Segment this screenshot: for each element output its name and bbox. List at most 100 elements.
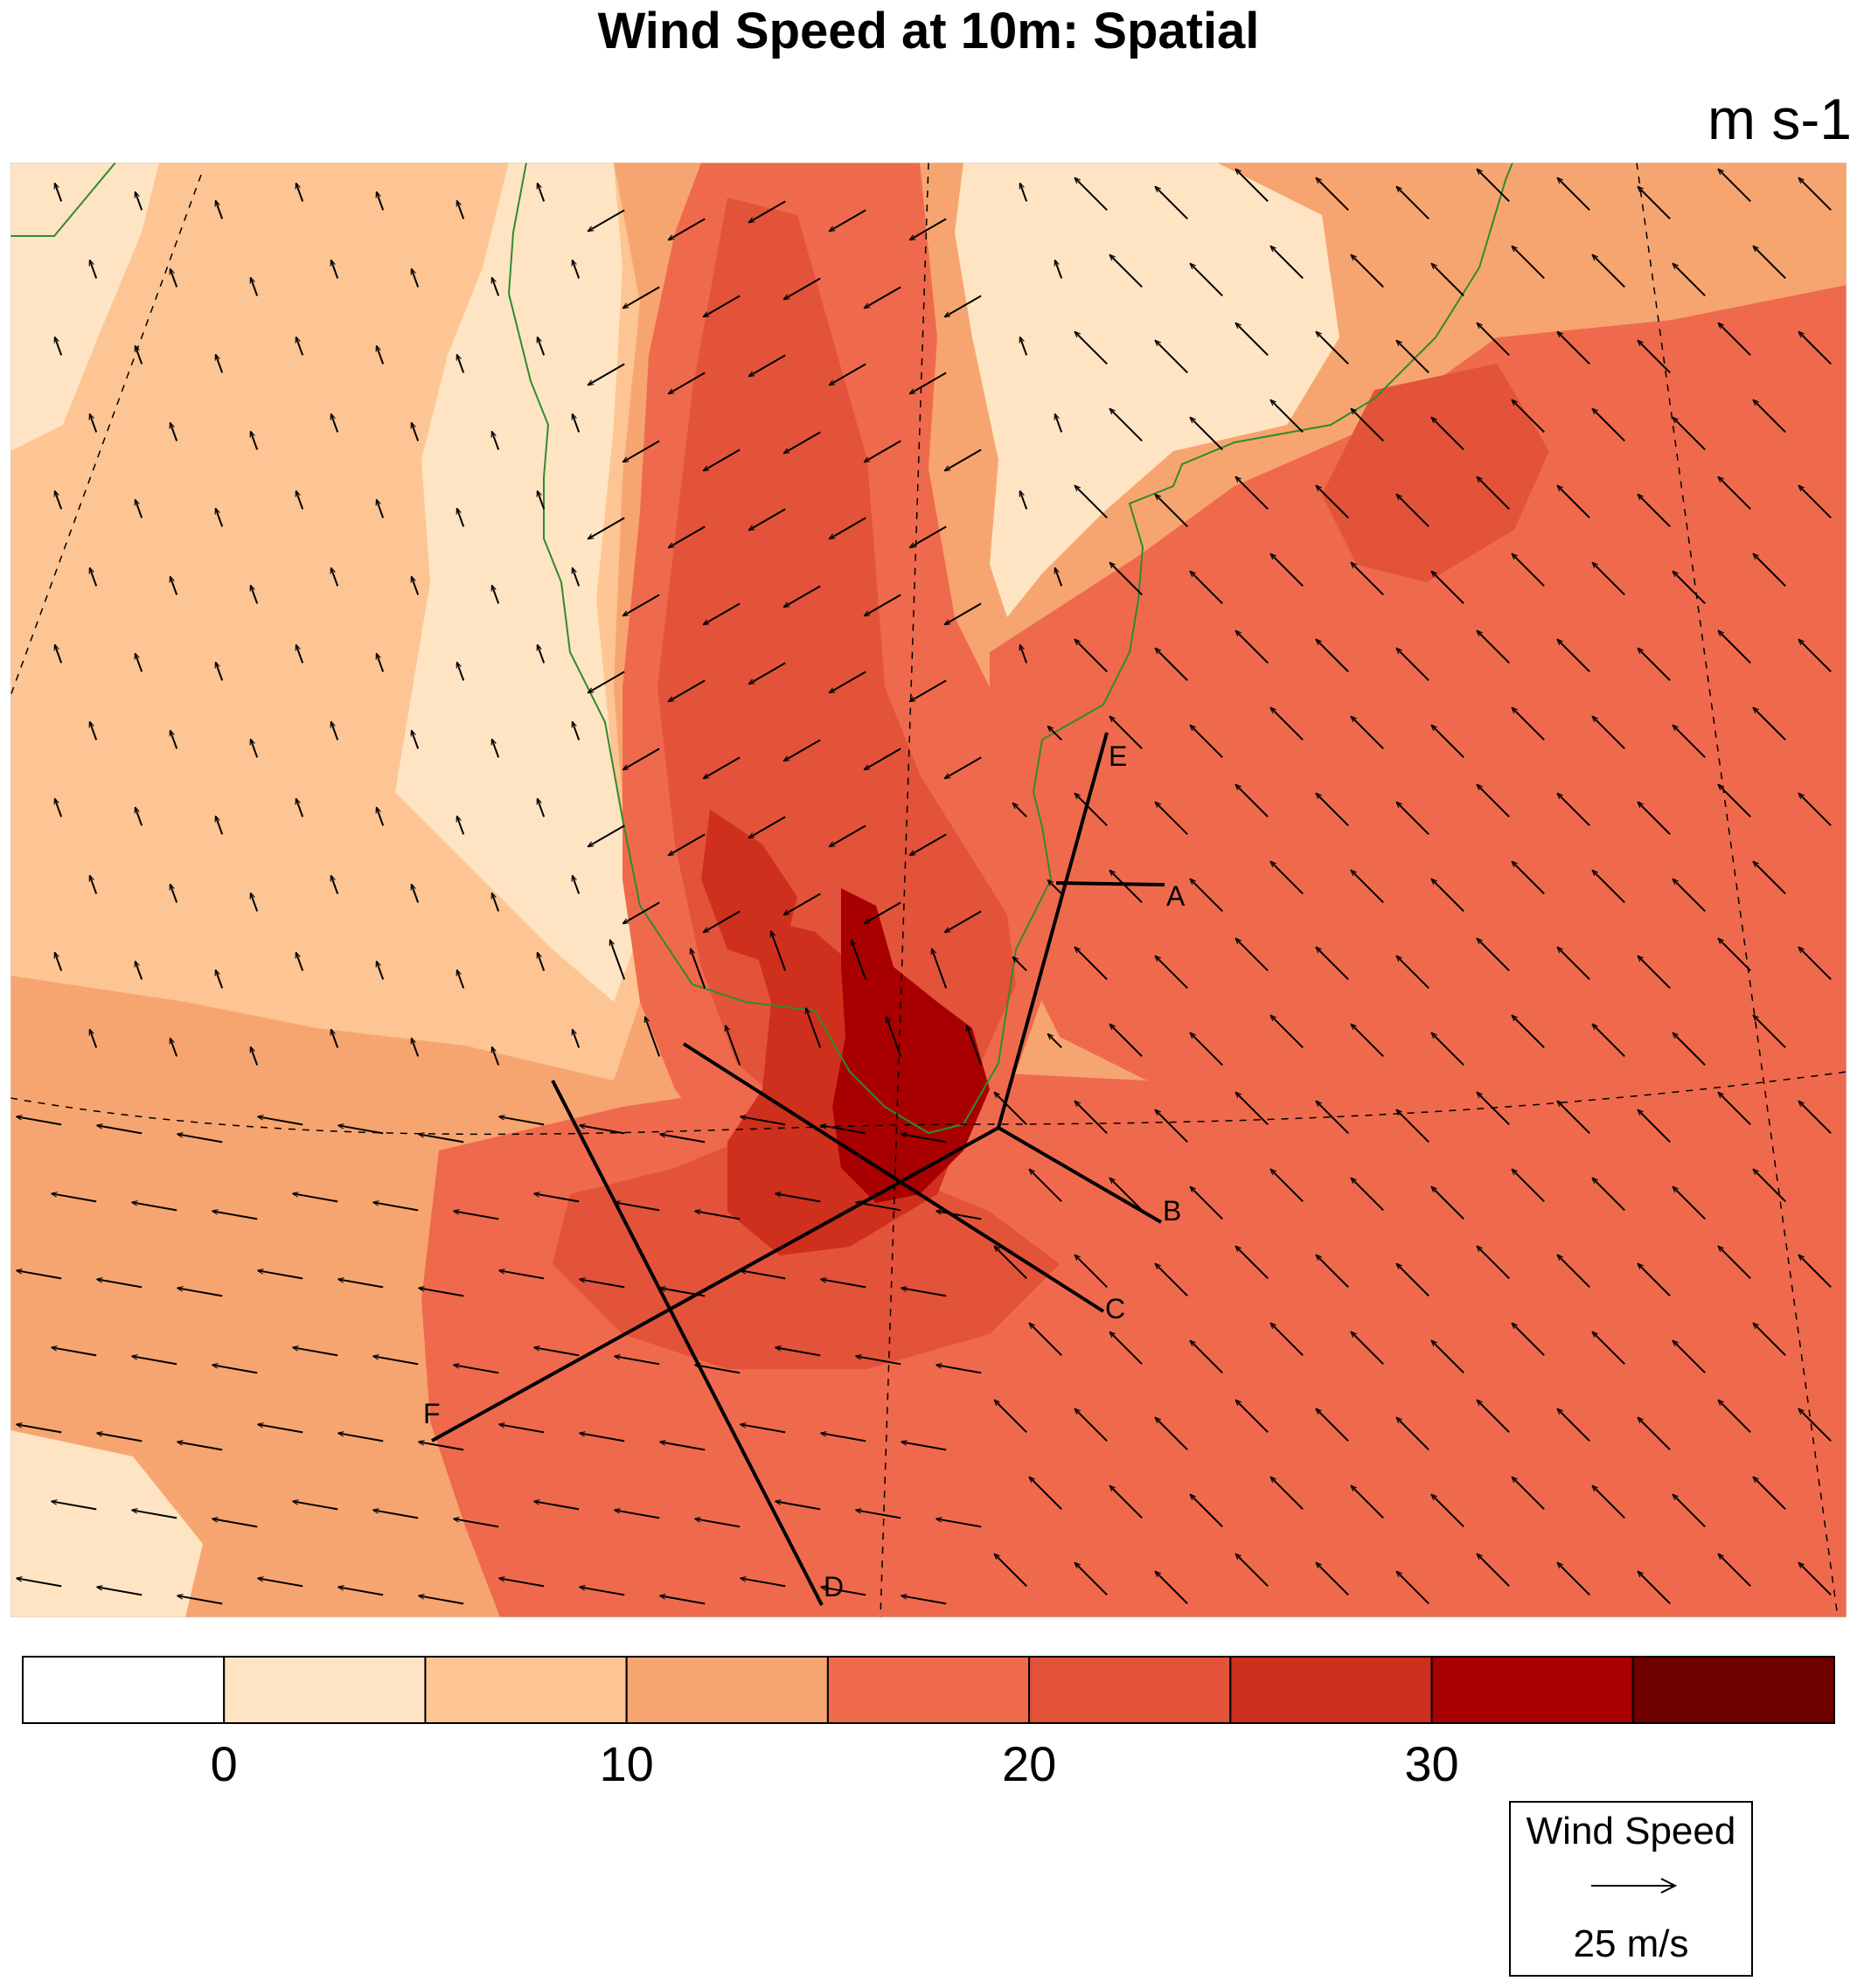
colorbar-box xyxy=(22,1656,226,1724)
wind-vector xyxy=(1155,803,1188,836)
wind-vector xyxy=(1235,785,1269,818)
shade-0-5-northeast xyxy=(955,163,1339,617)
wind-vector xyxy=(994,1247,1027,1280)
colorbar-tick-label: 10 xyxy=(599,1736,654,1791)
wind-vector xyxy=(1753,400,1786,434)
wind-vector xyxy=(1477,785,1510,818)
wind-vector xyxy=(1235,939,1269,972)
wind-vector xyxy=(1351,1486,1384,1519)
wind-vector xyxy=(534,1501,580,1511)
wind-vector xyxy=(1557,1102,1590,1135)
wind-vector xyxy=(1753,1170,1786,1203)
colorbar-tick-label: 20 xyxy=(1001,1736,1057,1791)
wind-vector xyxy=(865,594,901,615)
wind-vector xyxy=(784,739,821,761)
wind-vector xyxy=(216,509,224,527)
wind-vector xyxy=(293,1347,338,1357)
legend-title: Wind Speed xyxy=(1526,1810,1736,1852)
wind-vector xyxy=(90,876,98,894)
wind-vector xyxy=(1190,1341,1223,1374)
wind-vector xyxy=(1753,708,1786,741)
wind-vector xyxy=(910,218,947,240)
wind-vector xyxy=(1673,1033,1706,1067)
wind-vector xyxy=(17,1270,62,1280)
wind-vector xyxy=(741,1270,786,1280)
wind-vector xyxy=(331,568,339,587)
wind-vector xyxy=(1235,1554,1269,1588)
wind-vector xyxy=(704,602,741,624)
colorbar-tick-label: 30 xyxy=(1404,1736,1459,1791)
wind-vector xyxy=(1109,1332,1143,1366)
wind-vector xyxy=(623,747,660,769)
wind-vector xyxy=(1638,187,1671,220)
wind-vector xyxy=(377,192,385,211)
wind-vector xyxy=(1235,1093,1269,1126)
wind-vector xyxy=(1431,1495,1464,1528)
wind-vector xyxy=(534,1193,580,1203)
wind-vector xyxy=(296,337,304,356)
wind-vector xyxy=(492,740,500,758)
transect-label-f: F xyxy=(423,1398,441,1429)
wind-vector xyxy=(419,1288,464,1297)
wind-vector xyxy=(1512,1477,1545,1511)
wind-vector xyxy=(1431,418,1464,451)
wind-vector xyxy=(1316,640,1349,673)
wind-vector xyxy=(1753,1016,1786,1049)
wind-vector xyxy=(1029,1477,1062,1511)
wind-vector xyxy=(1190,418,1223,451)
wind-vector xyxy=(1718,939,1751,972)
wind-vector xyxy=(936,1365,982,1374)
wind-vector xyxy=(945,602,982,624)
wind-vector xyxy=(1753,1324,1786,1357)
wind-vector xyxy=(932,949,948,989)
wind-vectors xyxy=(17,170,1832,1605)
wind-vector xyxy=(1798,1255,1832,1289)
wind-vector xyxy=(251,1047,259,1066)
wind-vector xyxy=(865,747,901,769)
wind-vector xyxy=(1020,184,1028,202)
wind-vector xyxy=(1592,871,1625,904)
shade-0-5-inland xyxy=(395,163,640,1002)
wind-vector xyxy=(1270,862,1304,895)
wind-vector xyxy=(1592,1178,1625,1212)
wind-vector xyxy=(1351,1025,1384,1058)
wind-vector xyxy=(212,1519,258,1528)
wind-vector xyxy=(588,363,625,385)
wind-vector xyxy=(1592,409,1625,442)
wind-vector xyxy=(660,1442,706,1451)
wind-vector xyxy=(1798,794,1832,827)
wind-vector xyxy=(170,269,178,288)
wind-vector xyxy=(1512,554,1545,587)
wind-vector xyxy=(1798,178,1832,212)
wind-vector xyxy=(1396,956,1429,990)
wind-vector xyxy=(1638,1110,1671,1143)
wind-vector xyxy=(1431,264,1464,297)
wind-vector xyxy=(377,346,385,365)
wind-vector xyxy=(1798,1102,1832,1135)
wind-vector xyxy=(1592,255,1625,288)
wind-vector xyxy=(17,1116,62,1126)
wind-vector xyxy=(623,901,660,923)
right-arrow-icon xyxy=(1591,1878,1678,1894)
wind-vector xyxy=(1557,1563,1590,1596)
wind-vector xyxy=(1109,1178,1143,1212)
wind-vector xyxy=(573,568,581,587)
wind-vector xyxy=(1512,400,1545,434)
wind-vector xyxy=(1075,1563,1108,1596)
wind-vector xyxy=(749,662,786,684)
wind-vector xyxy=(1477,631,1510,664)
wind-vector xyxy=(623,440,660,462)
wind-vector xyxy=(258,1116,303,1126)
wind-vector xyxy=(170,1039,178,1057)
wind-vector xyxy=(52,1193,97,1203)
graticule xyxy=(10,163,1847,1617)
wind-vector xyxy=(1351,409,1384,442)
colorbar-box xyxy=(1028,1656,1232,1724)
wind-vector xyxy=(1753,1477,1786,1511)
wind-vector xyxy=(258,1578,303,1588)
wind-vector xyxy=(457,970,465,989)
wind-vector xyxy=(55,799,63,817)
wind-vector xyxy=(296,799,304,817)
wind-vector xyxy=(1013,803,1027,818)
wind-vector xyxy=(1109,717,1143,750)
